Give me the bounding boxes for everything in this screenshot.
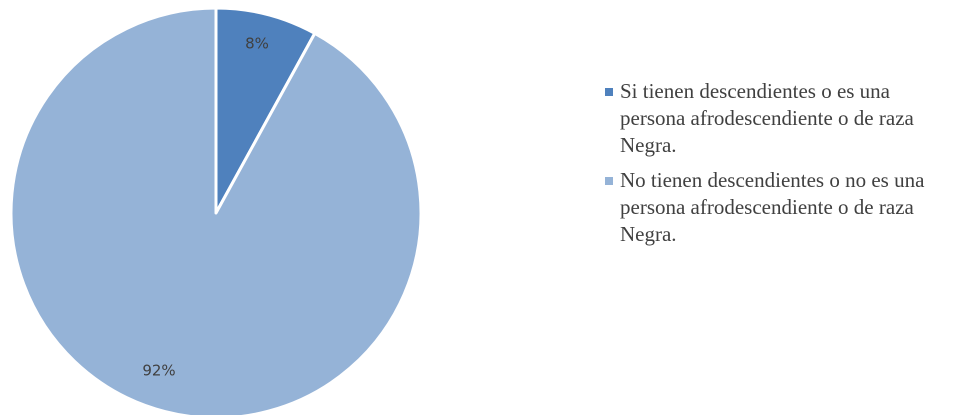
legend: Si tienen descendientes o es una persona… [605,78,950,256]
legend-item-yes: Si tienen descendientes o es una persona… [605,78,950,159]
pie-slice-no [9,6,423,415]
legend-item-no: No tienen descendientes o no es una pers… [605,167,950,248]
pie-slices [9,6,423,415]
pie-label-no: 92% [142,362,175,380]
pie-slice-yes [214,6,317,215]
legend-label-no: No tienen descendientes o no es una pers… [620,168,925,246]
pie-label-yes: 8% [245,35,269,53]
legend-swatch-yes [605,88,613,96]
pie-slice-labels: 8% 92% [142,35,269,380]
legend-swatch-no [605,177,613,185]
legend-label-yes: Si tienen descendientes o es una persona… [620,79,914,157]
